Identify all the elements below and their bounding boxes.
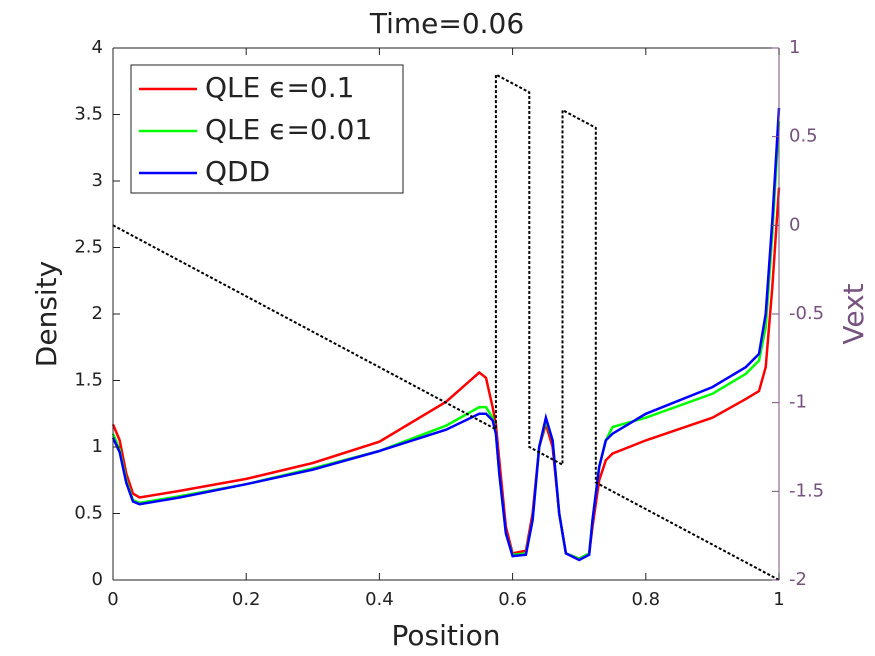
legend-label: QDD: [205, 155, 270, 188]
legend-box: [130, 64, 404, 194]
y2-axis-label: Vext: [837, 283, 870, 344]
x-tick-label: 0.4: [365, 589, 394, 610]
legend-label: QLE ϵ=0.01: [205, 113, 372, 146]
y-axis-label: Density: [30, 261, 63, 367]
y-tick-label: 1.5: [74, 370, 103, 391]
chart-title: Time=0.06: [369, 7, 524, 40]
vext-line: [112, 72, 780, 581]
y2-tick-label: -1: [789, 392, 807, 413]
y2-tick-label: -1.5: [789, 480, 824, 501]
x-tick-label: 1: [773, 589, 784, 610]
x-tick-label: 0.2: [232, 589, 261, 610]
y-tick-label: 0.5: [74, 503, 103, 524]
y2-tick-label: 0.5: [789, 126, 818, 147]
y2-tick-label: 1: [789, 37, 800, 58]
density-line: [111, 187, 781, 561]
x-tick-label: 0: [107, 589, 118, 610]
y2-tick-label: -0.5: [789, 303, 824, 324]
y-tick-label: 1: [92, 436, 103, 457]
y-tick-label: 0: [92, 569, 103, 590]
y-tick-label: 2: [92, 303, 103, 324]
x-axis-label: Position: [391, 619, 500, 652]
density-line: [111, 107, 781, 562]
x-tick-label: 0.8: [631, 589, 660, 610]
y-tick-label: 4: [92, 37, 103, 58]
y2-tick-label: -2: [789, 569, 807, 590]
y-tick-label: 3: [92, 170, 103, 191]
y-tick-label: 2.5: [74, 237, 103, 258]
y-tick-label: 3.5: [74, 104, 103, 125]
legend-label: QLE ϵ=0.1: [205, 71, 354, 104]
x-tick-label: 0.6: [498, 589, 527, 610]
y2-tick-label: 0: [789, 214, 800, 235]
